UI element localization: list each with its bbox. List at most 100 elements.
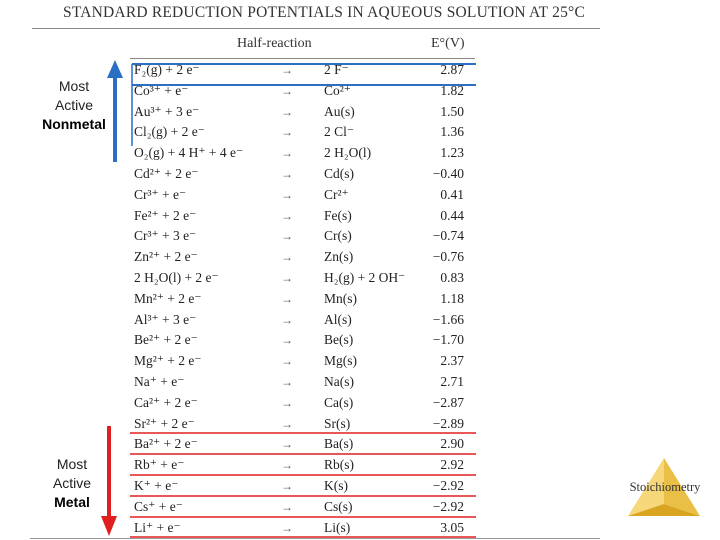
reaction-arrow: → [281, 104, 293, 119]
reactant-cell: Co³⁺ + e⁻ [134, 82, 189, 98]
reactant-cell: Ba²⁺ + 2 e⁻ [134, 436, 198, 452]
stoichiometry-logo-text: Stoichiometry [629, 480, 701, 494]
potential-cell: 0.44 [440, 207, 464, 223]
metal-label-line2: Active [52, 475, 92, 491]
potential-cell: 2.92 [440, 457, 464, 473]
potential-cell: 2.37 [440, 353, 464, 369]
product-cell: Mg(s) [324, 353, 357, 369]
table-row: Be²⁺ + 2 e⁻ → Be(s) −1.70 [0, 330, 720, 350]
reactant-cell: O₂(g) + 4 H⁺ + 4 e⁻ [134, 145, 244, 161]
potential-cell: 0.41 [440, 186, 464, 202]
most-active-metal-label: Most Active Metal [36, 455, 108, 512]
reactant-cell: Rb⁺ + e⁻ [134, 457, 185, 473]
table-row: Mn²⁺ + 2 e⁻ → Mn(s) 1.18 [0, 289, 720, 309]
header-half-reaction: Half-reaction [237, 36, 312, 51]
reaction-arrow: → [281, 437, 293, 452]
product-cell: Cd(s) [324, 166, 354, 181]
nonmetal-label-line2: Active [54, 97, 94, 113]
reactant-cell: Na⁺ + e⁻ [134, 374, 185, 389]
product-cell: Co²⁺ [324, 82, 351, 98]
reaction-arrow: → [281, 312, 293, 327]
potential-cell: 0.83 [440, 270, 464, 285]
reactant-cell: Cr³⁺ + 3 e⁻ [134, 228, 197, 244]
table-row: 2 H₂O(l) + 2 e⁻ → H₂(g) + 2 OH⁻ 0.83 [0, 268, 720, 288]
metal-label-line1: Most [56, 456, 88, 472]
potential-cell: −0.40 [432, 166, 464, 181]
table-row: Sr²⁺ + 2 e⁻ → Sr(s) −2.89 [0, 414, 720, 434]
reactant-cell: Ca²⁺ + 2 e⁻ [134, 394, 198, 410]
table-row: Co³⁺ + e⁻ → Co²⁺ 1.82 [0, 81, 720, 101]
product-cell: Rb(s) [324, 457, 354, 473]
table-row: Au³⁺ + 3 e⁻ → Au(s) 1.50 [0, 102, 720, 122]
table-row: K⁺ + e⁻ → K(s) −2.92 [0, 476, 720, 496]
reaction-arrow: → [281, 520, 293, 535]
reactant-cell: F₂(g) + 2 e⁻ [134, 62, 200, 77]
reactant-cell: Li⁺ + e⁻ [134, 519, 181, 535]
reactant-cell: Mg²⁺ + 2 e⁻ [134, 353, 202, 369]
bottom-rule [30, 538, 600, 539]
product-cell: Li(s) [324, 519, 351, 535]
reaction-arrow: → [281, 250, 293, 265]
product-cell: Mn(s) [324, 290, 357, 306]
reactant-cell: K⁺ + e⁻ [134, 478, 179, 493]
reactant-cell: Cr³⁺ + e⁻ [134, 186, 187, 202]
potential-cell: −1.70 [432, 332, 464, 348]
reaction-arrow: → [281, 395, 293, 410]
most-active-nonmetal-label: Most Active Nonmetal [32, 77, 116, 134]
reaction-arrow: → [281, 479, 293, 493]
reaction-arrow: → [281, 167, 293, 181]
page-title: STANDARD REDUCTION POTENTIALS IN AQUEOUS… [63, 4, 585, 21]
potential-cell: −0.74 [432, 228, 464, 244]
potential-cell: 1.50 [440, 103, 464, 119]
table-row: Mg²⁺ + 2 e⁻ → Mg(s) 2.37 [0, 351, 720, 371]
product-cell: Fe(s) [324, 207, 352, 223]
table-row: Li⁺ + e⁻ → Li(s) 3.05 [0, 518, 720, 538]
reaction-arrow: → [281, 333, 293, 348]
reactant-cell: Cs⁺ + e⁻ [134, 498, 183, 514]
reaction-arrow: → [281, 229, 293, 244]
reaction-arrow: → [281, 271, 293, 285]
product-cell: Al(s) [324, 311, 352, 327]
potential-cell: 1.23 [440, 145, 464, 161]
table-row: Fe²⁺ + 2 e⁻ → Fe(s) 0.44 [0, 206, 720, 226]
product-cell: Ca(s) [324, 394, 354, 410]
table-row: Zn²⁺ + 2 e⁻ → Zn(s) −0.76 [0, 247, 720, 267]
product-cell: 2 F⁻ [324, 62, 349, 77]
table-row: Cl₂(g) + 2 e⁻ → 2 Cl⁻ 1.36 [0, 122, 720, 142]
table-row: Cs⁺ + e⁻ → Cs(s) −2.92 [0, 497, 720, 517]
product-cell: Au(s) [324, 103, 355, 119]
potential-cell: 2.90 [440, 436, 464, 452]
reaction-arrow: → [281, 416, 293, 431]
table-row: Ca²⁺ + 2 e⁻ → Ca(s) −2.87 [0, 393, 720, 413]
product-cell: Na(s) [324, 374, 354, 389]
table-row: Na⁺ + e⁻ → Na(s) 2.71 [0, 372, 720, 392]
potential-cell: 1.82 [440, 82, 464, 98]
reaction-arrow: → [281, 499, 293, 514]
product-cell: Cr(s) [324, 228, 352, 244]
reactant-cell: Sr²⁺ + 2 e⁻ [134, 415, 195, 431]
potential-cell: −2.89 [432, 415, 464, 431]
reaction-arrow: → [281, 146, 293, 161]
potential-cell: −1.66 [432, 311, 464, 327]
potential-cell: 2.87 [440, 62, 464, 77]
potential-cell: −2.87 [432, 394, 464, 410]
stoichiometry-pyramid-icon [628, 458, 700, 516]
table-row: Cr³⁺ + e⁻ → Cr²⁺ 0.41 [0, 185, 720, 205]
product-cell: H₂(g) + 2 OH⁻ [324, 270, 406, 285]
potential-cell: 1.18 [440, 290, 464, 306]
reactant-cell: Be²⁺ + 2 e⁻ [134, 332, 198, 348]
potential-cell: −2.92 [432, 478, 464, 493]
reactant-cell: Cl₂(g) + 2 e⁻ [134, 124, 205, 140]
product-cell: Sr(s) [324, 415, 351, 431]
reaction-arrow: → [281, 83, 293, 98]
table-row: Rb⁺ + e⁻ → Rb(s) 2.92 [0, 455, 720, 475]
reaction-arrow: → [281, 63, 293, 77]
product-cell: Ba(s) [324, 436, 354, 452]
table-row: F₂(g) + 2 e⁻ → 2 F⁻ 2.87 [0, 60, 720, 80]
top-rule [32, 28, 600, 29]
reactant-cell: Mn²⁺ + 2 e⁻ [134, 290, 202, 306]
reaction-arrow: → [281, 458, 293, 473]
potential-cell: 1.36 [440, 124, 464, 140]
potential-cell: 2.71 [440, 374, 464, 389]
reaction-arrow: → [281, 187, 293, 202]
